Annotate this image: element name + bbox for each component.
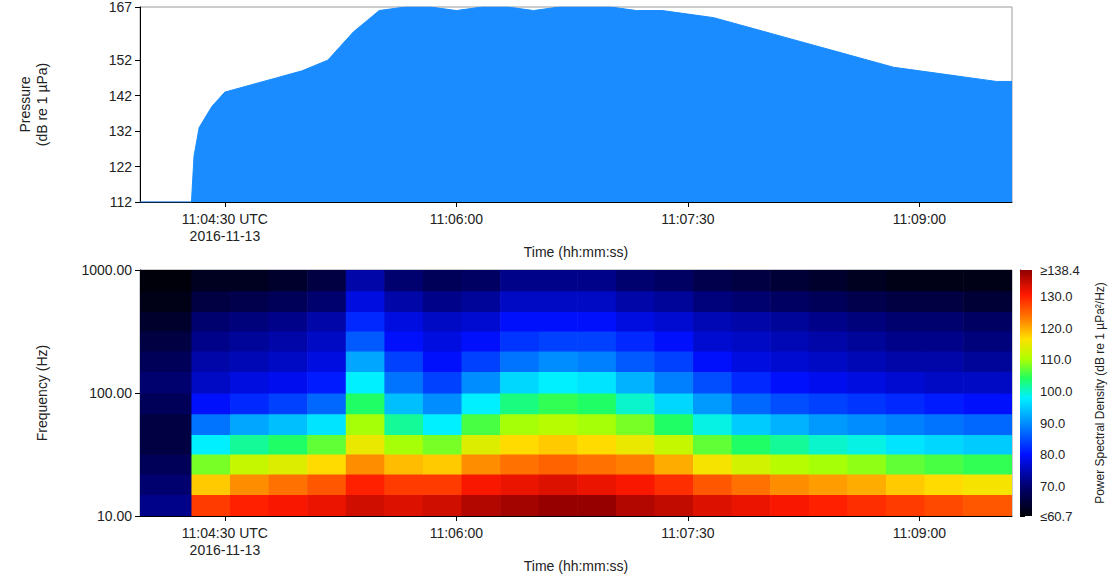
svg-text:142: 142 xyxy=(109,88,133,104)
svg-text:100.00: 100.00 xyxy=(89,385,132,401)
svg-text:11:09:00: 11:09:00 xyxy=(893,525,947,541)
svg-text:11:09:00: 11:09:00 xyxy=(893,211,947,227)
svg-text:2016-11-13: 2016-11-13 xyxy=(190,542,261,558)
svg-text:112: 112 xyxy=(110,194,133,210)
svg-text:Time (hh:mm:ss): Time (hh:mm:ss) xyxy=(524,558,628,574)
svg-text:11:06:00: 11:06:00 xyxy=(430,211,484,227)
svg-text:Pressure: Pressure xyxy=(17,76,33,132)
svg-text:152: 152 xyxy=(109,52,133,68)
svg-text:90.0: 90.0 xyxy=(1040,416,1065,431)
svg-text:11:06:00: 11:06:00 xyxy=(430,525,484,541)
svg-text:10.00: 10.00 xyxy=(97,508,132,524)
svg-text:11:04:30 UTC: 11:04:30 UTC xyxy=(182,525,268,541)
svg-text:Frequency (Hz): Frequency (Hz) xyxy=(34,345,50,441)
svg-text:1000.00: 1000.00 xyxy=(81,262,132,278)
svg-text:70.0: 70.0 xyxy=(1040,479,1065,494)
svg-text:11:04:30 UTC: 11:04:30 UTC xyxy=(182,211,268,227)
svg-text:Time (hh:mm:ss): Time (hh:mm:ss) xyxy=(524,244,628,260)
svg-text:11:07:30: 11:07:30 xyxy=(661,211,715,227)
svg-text:11:07:30: 11:07:30 xyxy=(661,525,715,541)
svg-text:≥138.4: ≥138.4 xyxy=(1040,263,1080,278)
svg-text:120.0: 120.0 xyxy=(1040,321,1073,336)
svg-text:122: 122 xyxy=(109,159,133,175)
svg-text:≤60.7: ≤60.7 xyxy=(1040,509,1072,524)
svg-text:Power Spectral Density (dB re: Power Spectral Density (dB re 1 µPa²/Hz) xyxy=(1093,282,1107,504)
svg-text:80.0: 80.0 xyxy=(1040,447,1065,462)
svg-text:167: 167 xyxy=(109,0,133,15)
svg-text:2016-11-13: 2016-11-13 xyxy=(190,228,261,244)
svg-text:110.0: 110.0 xyxy=(1040,352,1072,367)
svg-text:100.0: 100.0 xyxy=(1040,384,1073,399)
svg-text:130.0: 130.0 xyxy=(1040,289,1073,304)
svg-text:(dB re 1 µPa): (dB re 1 µPa) xyxy=(34,63,50,147)
svg-text:132: 132 xyxy=(109,123,133,139)
